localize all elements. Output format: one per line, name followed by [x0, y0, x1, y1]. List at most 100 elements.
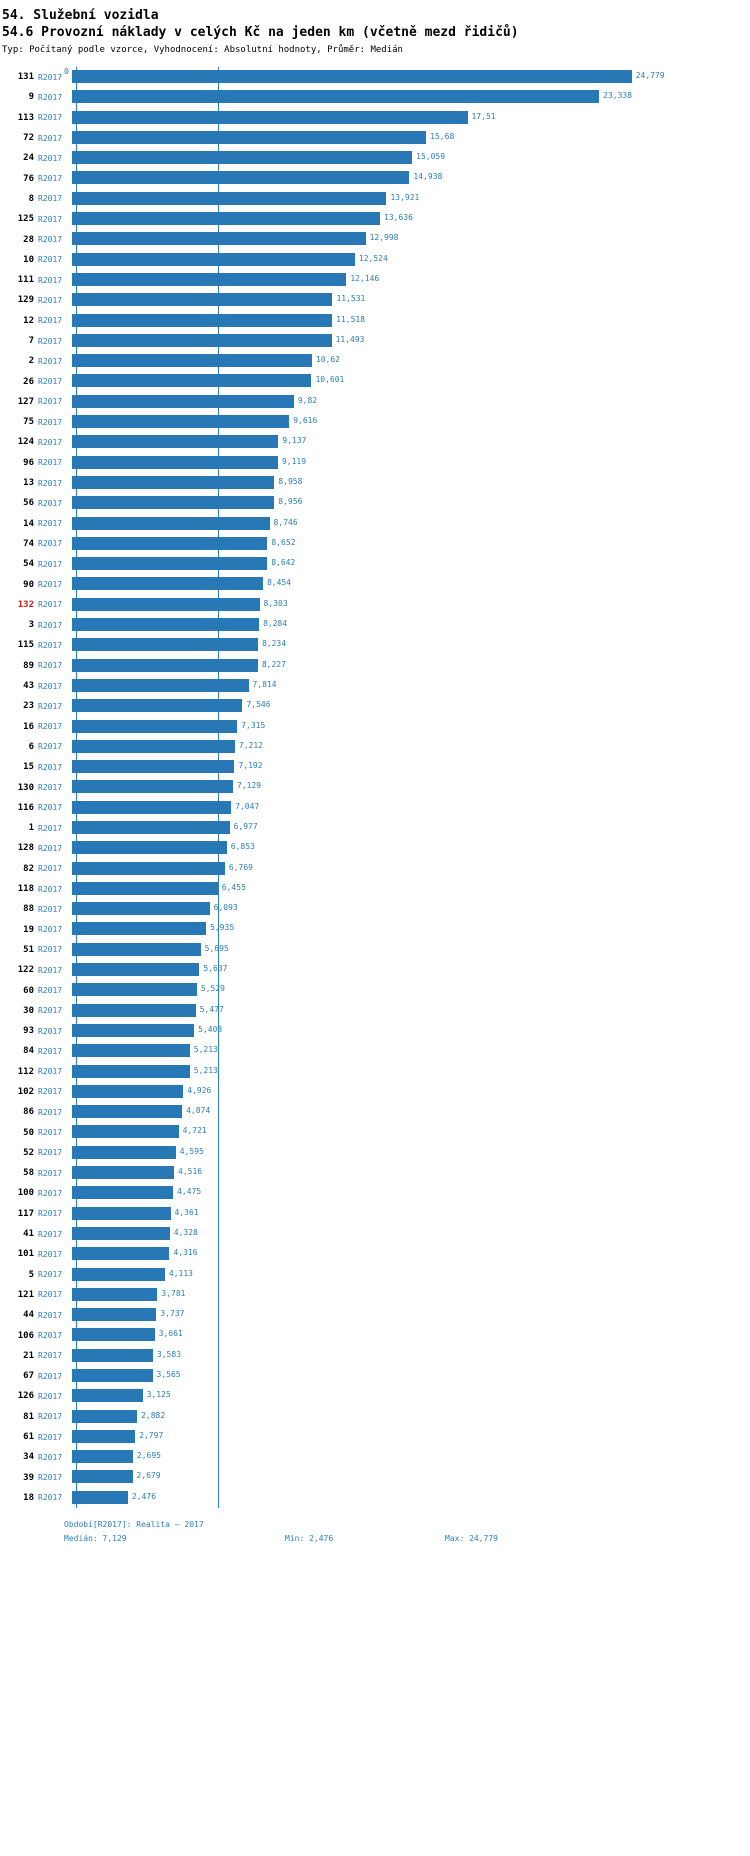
bar	[72, 1470, 133, 1484]
bar-row: 75 R2017 9,616	[0, 412, 750, 432]
bar-row: 96 R2017 9,119	[0, 453, 750, 473]
bar-row: 100 R2017 4,475	[0, 1183, 750, 1203]
bar-category-label: 130	[17, 782, 34, 793]
bar-value-label: 9,137	[282, 436, 307, 446]
bar-category-label: 112	[17, 1066, 34, 1077]
bar-value-label: 4,595	[179, 1146, 204, 1156]
bar-value-label: 13,921	[390, 192, 420, 202]
bar-track: 2,476	[72, 1488, 750, 1508]
bar-category-label: 84	[23, 1046, 34, 1057]
bar-track: 8,284	[72, 615, 750, 635]
bar-track: 7,546	[72, 696, 750, 716]
bar-value-label: 5,213	[193, 1045, 218, 1055]
bar-category-label: 3	[28, 620, 34, 631]
bar-category-label: 15	[23, 762, 34, 773]
bar-row: 56 R2017 8,956	[0, 493, 750, 513]
bar-category-label: 96	[23, 457, 34, 468]
bar-value-label: 7,129	[237, 781, 262, 791]
bar-track: 7,315	[72, 717, 750, 737]
bar-track: 8,642	[72, 554, 750, 574]
bar	[72, 1389, 143, 1403]
bar	[72, 1105, 183, 1119]
bar-track: 6,977	[72, 818, 750, 838]
bar-category-label: 23	[23, 701, 34, 712]
bar-value-label: 5,695	[204, 943, 229, 953]
bar-track: 3,781	[72, 1285, 750, 1305]
bar-value-label: 8,652	[271, 537, 296, 547]
bar-rows: 131 R2017 24,779 9 R2017 23,338 113 R2017 17,51 7…	[0, 67, 750, 1508]
bar-value-label: 3,583	[156, 1349, 182, 1359]
bar-category-label: 44	[23, 1310, 34, 1321]
bar-row: 93 R2017 5,408	[0, 1021, 750, 1041]
bar-value-label: 8,956	[278, 497, 303, 507]
bar-period-label: R2017	[38, 417, 63, 427]
bar-track: 8,958	[72, 473, 750, 493]
bar-category-label: 52	[23, 1147, 34, 1158]
bar-period-label: R2017	[38, 194, 63, 204]
plot: 131 R2017 24,779 9 R2017 23,338 113 R2017 17,51 7…	[0, 67, 750, 1509]
bar-track: 13,636	[72, 209, 750, 229]
bar-value-label: 24,779	[635, 71, 665, 80]
bar	[72, 232, 366, 246]
bar-row: 15 R2017 7,192	[0, 757, 750, 777]
bar	[72, 171, 410, 185]
bar-row: 127 R2017 9,82	[0, 392, 750, 412]
chart-subtitle: Typ: Počítaný podle vzorce, Vyhodnocení:…	[2, 45, 403, 55]
bar-period-label: R2017	[38, 1371, 63, 1381]
bar-row: 115 R2017 8,234	[0, 635, 750, 655]
bar-value-label: 4,113	[168, 1268, 193, 1278]
footer-median: Medián: 7,129	[64, 1534, 127, 1544]
bar-value-label: 7,192	[238, 761, 263, 771]
bar-value-label: 9,82	[297, 395, 318, 405]
bar-row: 72 R2017 15,68	[0, 128, 750, 148]
bar-period-label: R2017	[38, 1026, 63, 1036]
bar-row: 24 R2017 15,059	[0, 148, 750, 168]
bar-track: 3,565	[72, 1366, 750, 1386]
bar-period-label: R2017	[38, 1148, 63, 1158]
bar	[72, 415, 290, 429]
bar-track: 11,493	[72, 331, 750, 351]
bar-value-label: 8,234	[261, 639, 287, 649]
bar	[72, 516, 270, 530]
bar	[72, 658, 258, 672]
bar-track: 2,797	[72, 1427, 750, 1447]
bar-category-label: 13	[23, 478, 34, 489]
bar-category-label: 54	[23, 559, 34, 570]
bar-row: 8 R2017 13,921	[0, 189, 750, 209]
bar-row: 12 R2017 11,518	[0, 311, 750, 331]
bar-category-label: 86	[23, 1107, 34, 1118]
bar-row: 101 R2017 4,316	[0, 1244, 750, 1264]
bar-row: 41 R2017 4,328	[0, 1224, 750, 1244]
bar-value-label: 8,642	[271, 558, 296, 568]
bar	[72, 719, 238, 733]
bar-track: 24,779	[72, 67, 750, 87]
bar-period-label: R2017	[38, 1493, 63, 1503]
axis-zero-tick-label: 0	[64, 67, 69, 76]
bar	[72, 557, 268, 571]
bar-period-label: R2017	[38, 437, 63, 447]
bar-row: 1 R2017 6,977	[0, 818, 750, 838]
bar	[72, 1267, 165, 1281]
bar-row: 18 R2017 2,476	[0, 1488, 750, 1508]
bar	[72, 536, 268, 550]
bar	[72, 1348, 153, 1362]
bar-period-label: R2017	[38, 1412, 63, 1422]
bar-row: 51 R2017 5,695	[0, 940, 750, 960]
bar-period-label: R2017	[38, 1310, 63, 1320]
bar	[72, 780, 234, 794]
bar-period-label: R2017	[38, 884, 63, 894]
bar-row: 2 R2017 10,62	[0, 351, 750, 371]
bar	[72, 597, 260, 611]
bar	[72, 1287, 158, 1301]
bar-row: 112 R2017 5,213	[0, 1062, 750, 1082]
bar-period-label: R2017	[38, 377, 63, 387]
bar-period-label: R2017	[38, 1270, 63, 1280]
bar-period-label: R2017	[38, 153, 63, 163]
bar-track: 7,814	[72, 676, 750, 696]
bar-period-label: R2017	[38, 640, 63, 650]
bar-category-label: 1	[28, 823, 34, 834]
bar	[72, 475, 275, 489]
bar-period-label: R2017	[38, 1290, 63, 1300]
bar	[72, 151, 413, 165]
bar-period-label: R2017	[38, 1067, 63, 1077]
